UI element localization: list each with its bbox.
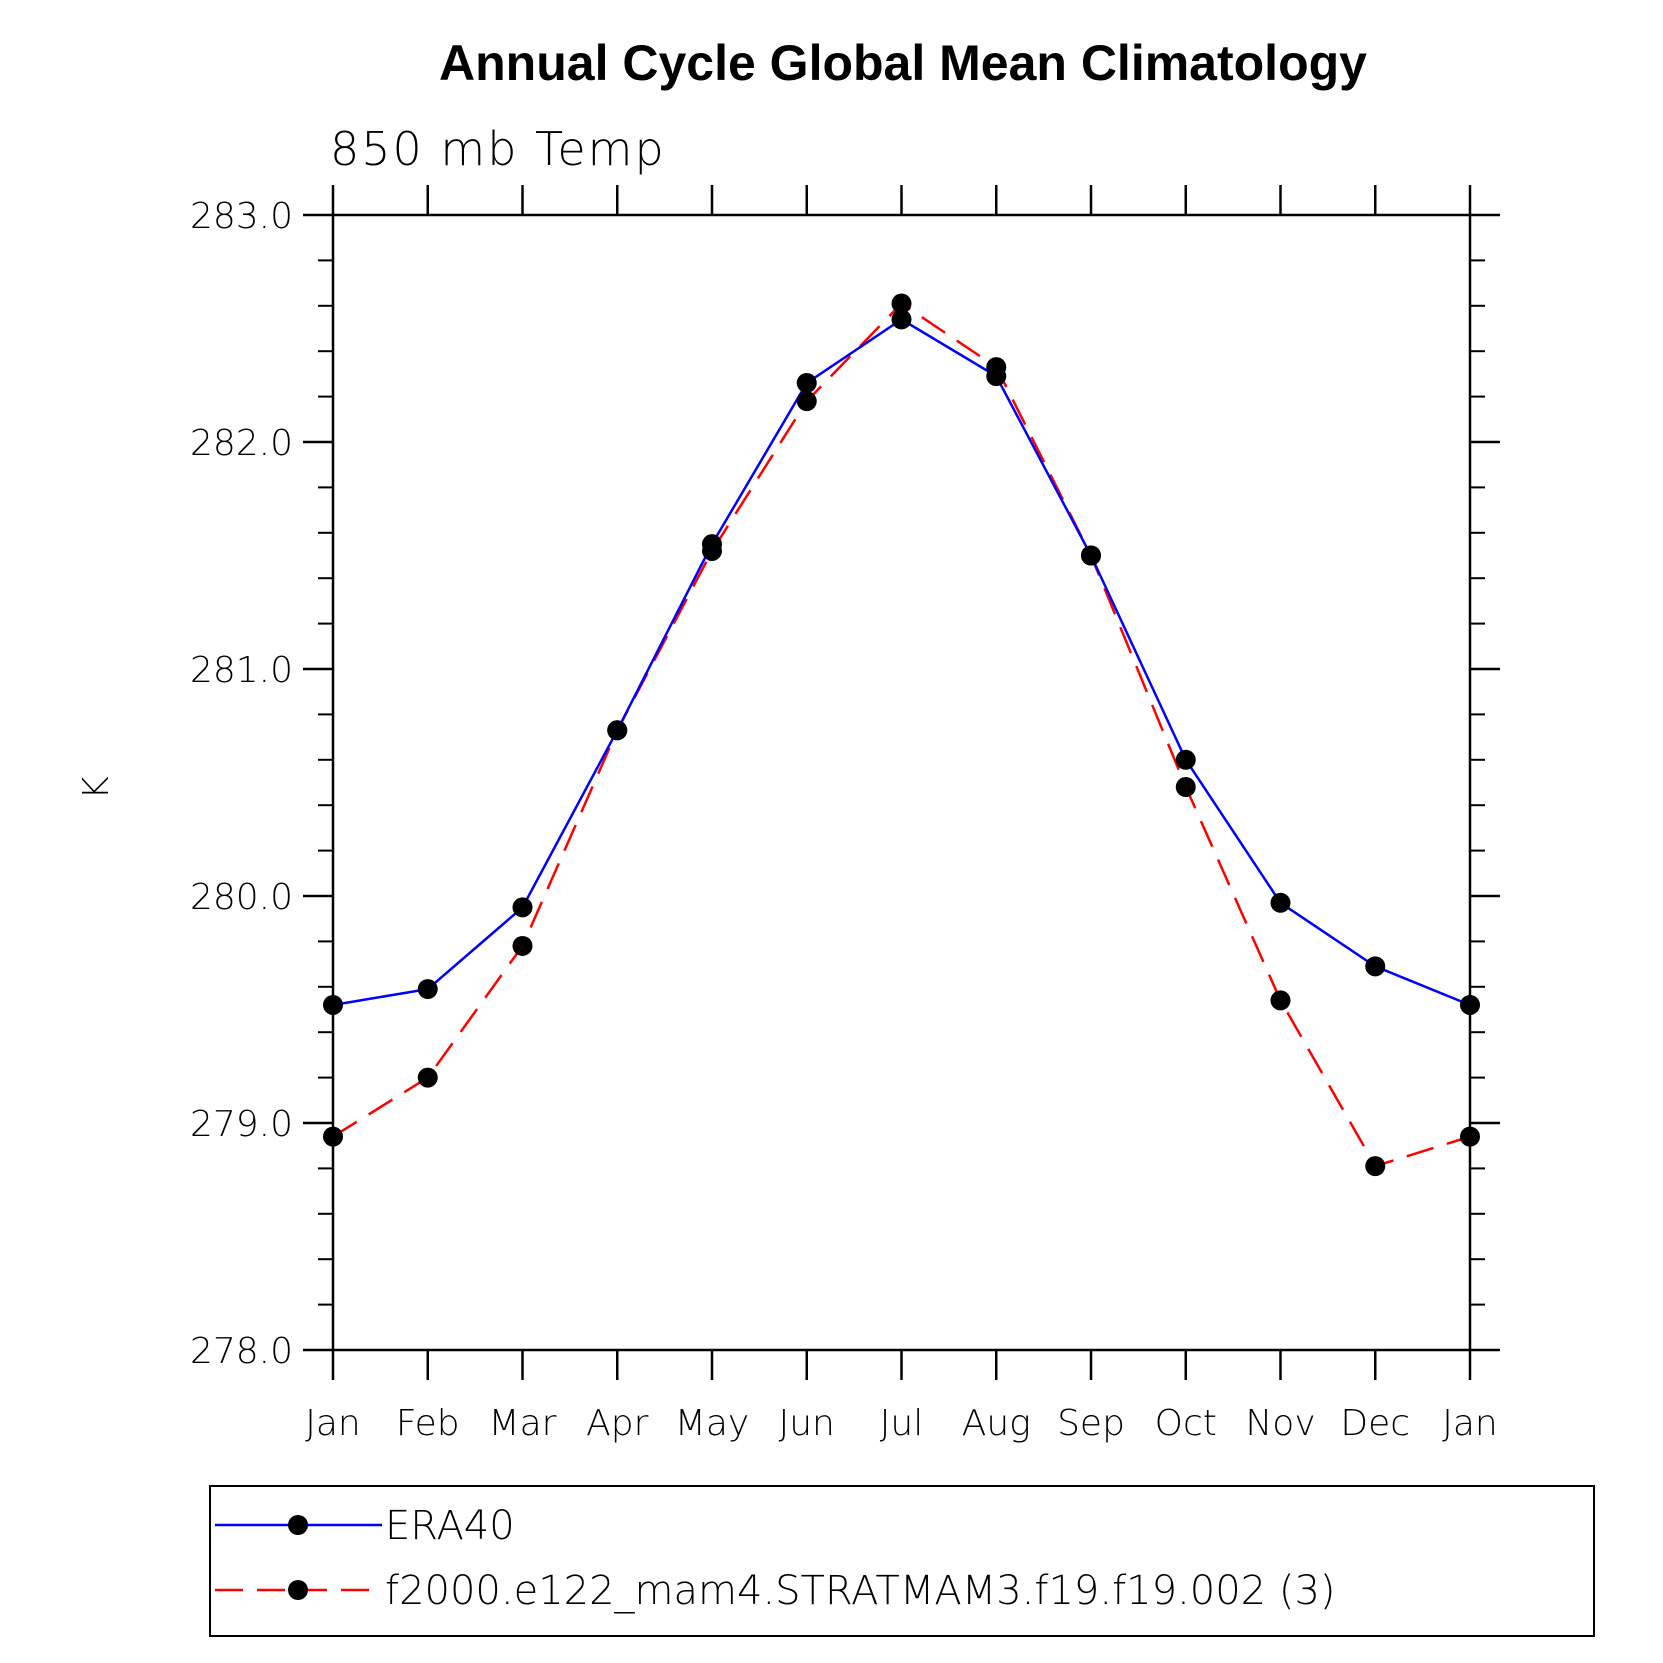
plot-frame — [331, 213, 1472, 1352]
data-point — [1270, 990, 1291, 1011]
x-tick-label: Jan — [1442, 1403, 1498, 1444]
series-layer — [323, 293, 1480, 1177]
data-point — [323, 994, 343, 1015]
x-tick-label: Dec — [1340, 1403, 1410, 1444]
legend: ERA40 f2000.e122_mam4.STRATMAM3.f19.f19.0… — [209, 1485, 1595, 1637]
legend-marker — [288, 1515, 308, 1535]
data-point — [1175, 749, 1196, 770]
data-point — [1270, 892, 1291, 913]
x-tick-label: Mar — [489, 1403, 557, 1444]
y-axis-label: K — [76, 776, 117, 800]
x-tick-label: Aug — [962, 1403, 1031, 1444]
y-tick-label: 279.0 — [190, 1104, 293, 1145]
data-point — [417, 979, 438, 1000]
x-tick-label: Sep — [1057, 1403, 1125, 1444]
data-point — [417, 1067, 438, 1088]
x-tick-label: Feb — [396, 1403, 460, 1444]
y-tick-label: 282.0 — [190, 423, 293, 464]
legend-label: ERA40 — [385, 1503, 515, 1549]
y-tick-label: 281.0 — [190, 650, 293, 691]
legend-label: f2000.e122_mam4.STRATMAM3.f19.f19.002 (3… — [385, 1568, 1336, 1614]
data-point — [702, 534, 722, 555]
data-point — [1460, 994, 1480, 1015]
data-point — [796, 391, 817, 412]
chart-subtitle: 850 mb Temp — [330, 122, 666, 176]
x-tick-label: Oct — [1155, 1403, 1217, 1444]
data-point — [796, 372, 817, 393]
x-tick-label: Jul — [880, 1403, 923, 1444]
series-line — [332, 317, 1471, 1007]
data-point — [512, 935, 533, 956]
legend-box — [209, 1485, 1595, 1637]
data-point — [323, 1126, 343, 1147]
series-line — [332, 301, 1471, 1168]
x-tick-label: Nov — [1245, 1403, 1315, 1444]
data-point — [607, 720, 628, 741]
y-tick-label: 280.0 — [190, 877, 293, 918]
y-tick-label: 278.0 — [190, 1331, 293, 1372]
data-point — [1365, 956, 1386, 977]
y-tick-label: 283.0 — [190, 196, 293, 237]
data-point — [512, 897, 533, 918]
x-tick-label: Apr — [586, 1403, 648, 1444]
x-tick-label: May — [675, 1403, 749, 1444]
data-point — [1175, 777, 1196, 798]
data-point — [1081, 545, 1101, 566]
x-tick-label: Jan — [305, 1403, 361, 1444]
data-point — [986, 366, 1007, 387]
data-point — [1460, 1126, 1480, 1147]
legend-marker — [288, 1580, 308, 1600]
data-point — [1365, 1156, 1386, 1177]
axes: 278.0 279.0 280.0 281.0 282.0 283.0 Jan Feb Mar A… — [190, 185, 1500, 1444]
data-point — [891, 309, 912, 330]
x-tick-label: Jun — [779, 1403, 835, 1444]
data-point — [891, 293, 912, 314]
chart-title: Annual Cycle Global Mean Climatology — [439, 35, 1367, 91]
